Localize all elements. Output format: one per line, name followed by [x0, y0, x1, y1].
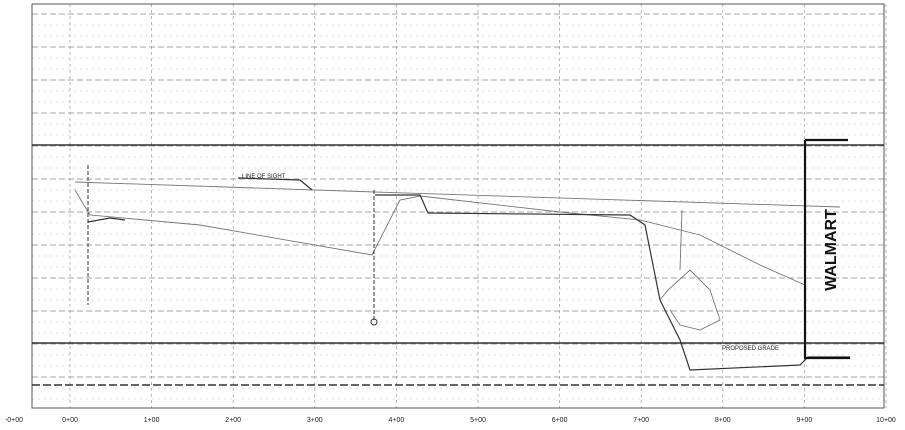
station-label: 8+00: [715, 417, 731, 424]
station-label: 2+00: [225, 417, 241, 424]
station-label: 6+00: [552, 417, 568, 424]
station-label: 5+00: [470, 417, 486, 424]
building-outline: [803, 138, 850, 360]
station-label: 0+00: [62, 417, 78, 424]
station-label: -0+00: [5, 417, 23, 424]
station-label: 9+00: [797, 417, 813, 424]
slope-line: [659, 269, 721, 331]
station-label: 10+00: [876, 417, 896, 424]
marker-line: [679, 209, 683, 271]
station-label: 3+00: [307, 417, 323, 424]
station-label: 1+00: [144, 417, 160, 424]
station-label: 7+00: [633, 417, 649, 424]
frame: [31, 3, 885, 409]
leader: [237, 177, 313, 191]
proposed-grade-label: PROPOSED GRADE: [722, 346, 779, 352]
line-of-sight-label: LINE OF SIGHT: [242, 174, 286, 180]
marker-tick: [87, 217, 126, 223]
marker-point: [370, 318, 378, 326]
building-label: WALMART: [823, 209, 840, 291]
line-of-sight: [74, 181, 841, 208]
station-label: 4+00: [389, 417, 405, 424]
station-labels: -0+00 0+00 1+00 2+00 3+00 4+00 5+00 6+00 7+00 8+0…: [5, 417, 896, 424]
